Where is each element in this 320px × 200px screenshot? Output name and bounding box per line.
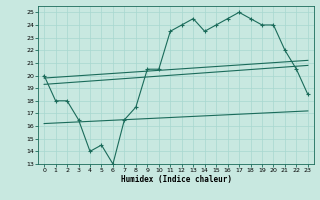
- X-axis label: Humidex (Indice chaleur): Humidex (Indice chaleur): [121, 175, 231, 184]
